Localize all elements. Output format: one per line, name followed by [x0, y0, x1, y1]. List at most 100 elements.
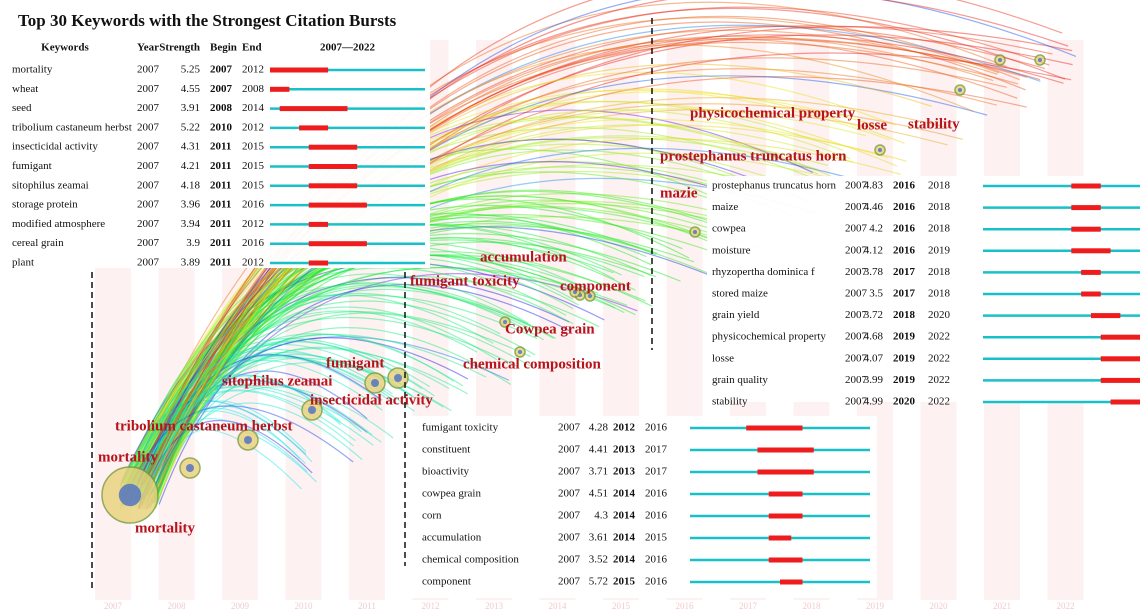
- keyword: modified atmosphere: [12, 218, 105, 230]
- year: 2007: [137, 64, 160, 76]
- link: [151, 35, 994, 504]
- strength: 5.22: [181, 121, 200, 133]
- keyword: wheat: [12, 83, 38, 95]
- link: [146, 273, 638, 510]
- year: 2007: [137, 199, 160, 211]
- strength: 3.89: [181, 257, 201, 269]
- year: 2007: [137, 102, 160, 114]
- keyword: grain quality: [712, 374, 768, 386]
- keyword: cereal grain: [12, 237, 64, 249]
- link: [158, 0, 1063, 489]
- link: [134, 34, 1064, 502]
- burst-bar: [768, 513, 803, 519]
- link: [137, 7, 1066, 481]
- node-label: losse: [857, 117, 887, 133]
- link: [127, 267, 574, 491]
- keyword: prostephanus truncatus horn: [712, 180, 837, 192]
- burst-bar: [780, 579, 803, 585]
- link: [151, 405, 313, 481]
- link: [146, 354, 383, 486]
- link: [125, 338, 431, 486]
- node-label: component: [560, 278, 631, 294]
- burst-bar: [308, 221, 329, 227]
- strength: 3.72: [864, 309, 883, 321]
- link: [144, 292, 501, 485]
- link: [138, 52, 1072, 510]
- keyword: storage protein: [12, 199, 78, 211]
- strength: 4.28: [589, 422, 609, 434]
- end: 2022: [928, 352, 950, 364]
- title: Top 30 Keywords with the Strongest Citat…: [18, 11, 397, 30]
- year: 2007: [845, 396, 868, 408]
- node-label: stability: [908, 116, 960, 132]
- burst-bar: [308, 164, 358, 169]
- node-label: accumulation: [480, 249, 567, 265]
- node-label: fumigant: [326, 355, 384, 371]
- link: [134, 259, 567, 488]
- link: [137, 355, 381, 503]
- link: [149, 15, 1020, 508]
- strength: 4.83: [864, 180, 884, 192]
- node-core: [998, 58, 1002, 62]
- begin: 2016: [893, 201, 916, 213]
- end: 2015: [242, 179, 265, 191]
- begin: 2020: [893, 396, 916, 408]
- burst-bar: [1081, 269, 1101, 275]
- node-core: [518, 350, 522, 354]
- burst-bar: [757, 469, 814, 475]
- year: 2007: [558, 488, 581, 500]
- link: [152, 267, 616, 493]
- keyword: rhyzopertha dominica f: [712, 266, 815, 278]
- begin: 2013: [613, 466, 636, 478]
- burst-bar: [1071, 183, 1101, 189]
- keyword: corn: [422, 510, 442, 522]
- begin: 2013: [613, 444, 636, 456]
- link: [156, 402, 363, 488]
- end: 2016: [645, 422, 668, 434]
- keyword: seed: [12, 102, 32, 114]
- link: [142, 310, 478, 499]
- keyword: plant: [12, 257, 34, 269]
- link: [132, 352, 416, 484]
- year: 2007: [558, 466, 581, 478]
- node-label: Cowpea grain: [505, 321, 595, 337]
- node-core: [244, 436, 252, 444]
- link: [124, 386, 374, 481]
- keyword: moisture: [712, 244, 751, 256]
- burst-bar: [768, 491, 803, 497]
- end: 2016: [242, 199, 265, 211]
- begin: 2014: [613, 532, 636, 544]
- link: [141, 254, 646, 481]
- link: [154, 375, 341, 485]
- year: 2007: [558, 532, 581, 544]
- burst-tables: Keywords Year Strength Begin End 2007—2022 mor…: [8, 36, 1142, 598]
- burst-bar: [279, 106, 348, 112]
- strength: 4.41: [589, 444, 608, 456]
- burst-bar: [746, 425, 803, 431]
- link: [145, 91, 884, 497]
- link: [150, 327, 512, 506]
- begin: 2016: [893, 223, 916, 235]
- link: [124, 283, 529, 484]
- link: [143, 75, 988, 485]
- keyword: insecticidal activity: [12, 141, 98, 153]
- begin: 2012: [613, 422, 636, 434]
- strength: 4.51: [589, 488, 608, 500]
- link: [154, 257, 574, 503]
- year: 2007: [558, 444, 581, 456]
- node-label: mortality: [135, 520, 195, 536]
- end: 2016: [645, 554, 668, 566]
- year: 2007: [137, 257, 160, 269]
- strength: 3.5: [869, 288, 883, 300]
- end: 2018: [928, 266, 951, 278]
- end: 2018: [928, 223, 951, 235]
- link: [151, 288, 532, 485]
- link: [147, 346, 450, 508]
- link: [145, 34, 1073, 485]
- strength: 3.9: [186, 237, 200, 249]
- begin: 2007: [210, 64, 233, 76]
- header-cell: Keywords: [41, 42, 89, 54]
- strength: 4.55: [181, 83, 201, 95]
- keyword: losse: [712, 352, 734, 364]
- link: [139, 109, 948, 485]
